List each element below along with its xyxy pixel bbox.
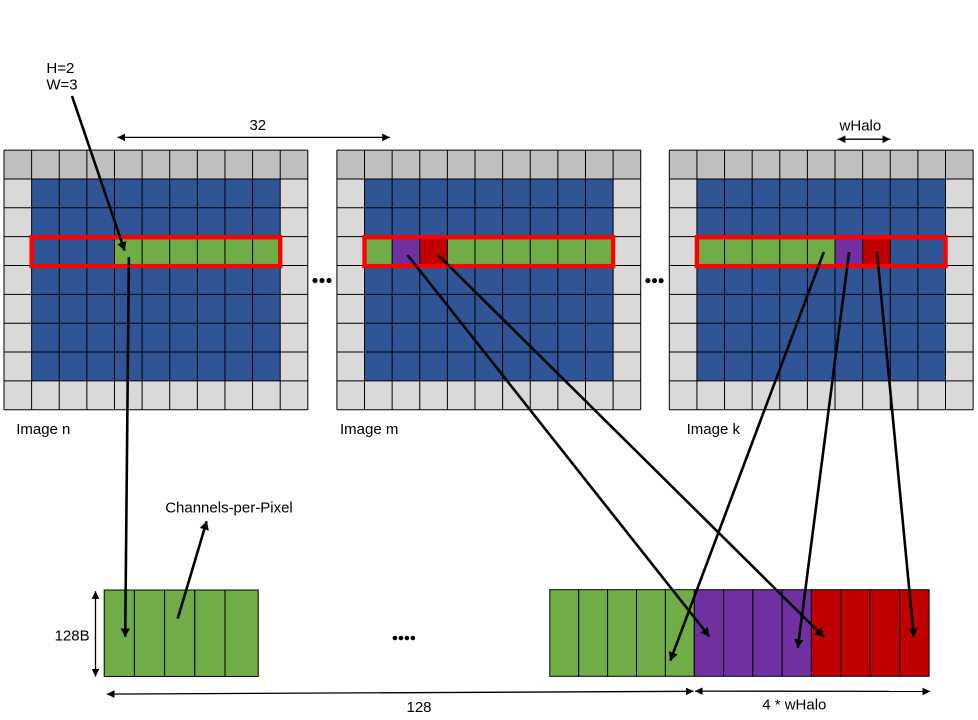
svg-text:Image m: Image m xyxy=(340,421,398,438)
svg-text:128: 128 xyxy=(406,699,431,716)
svg-text:H=2: H=2 xyxy=(46,60,74,77)
svg-text:wHalo: wHalo xyxy=(839,117,882,134)
svg-text:32: 32 xyxy=(249,117,266,134)
svg-text:Channels-per-Pixel: Channels-per-Pixel xyxy=(165,500,293,517)
svg-text:Image k: Image k xyxy=(687,421,741,438)
svg-text:W=3: W=3 xyxy=(46,77,77,94)
svg-text:128B: 128B xyxy=(55,627,90,644)
svg-text:Image n: Image n xyxy=(16,421,70,438)
svg-text:4 * wHalo: 4 * wHalo xyxy=(762,697,826,714)
